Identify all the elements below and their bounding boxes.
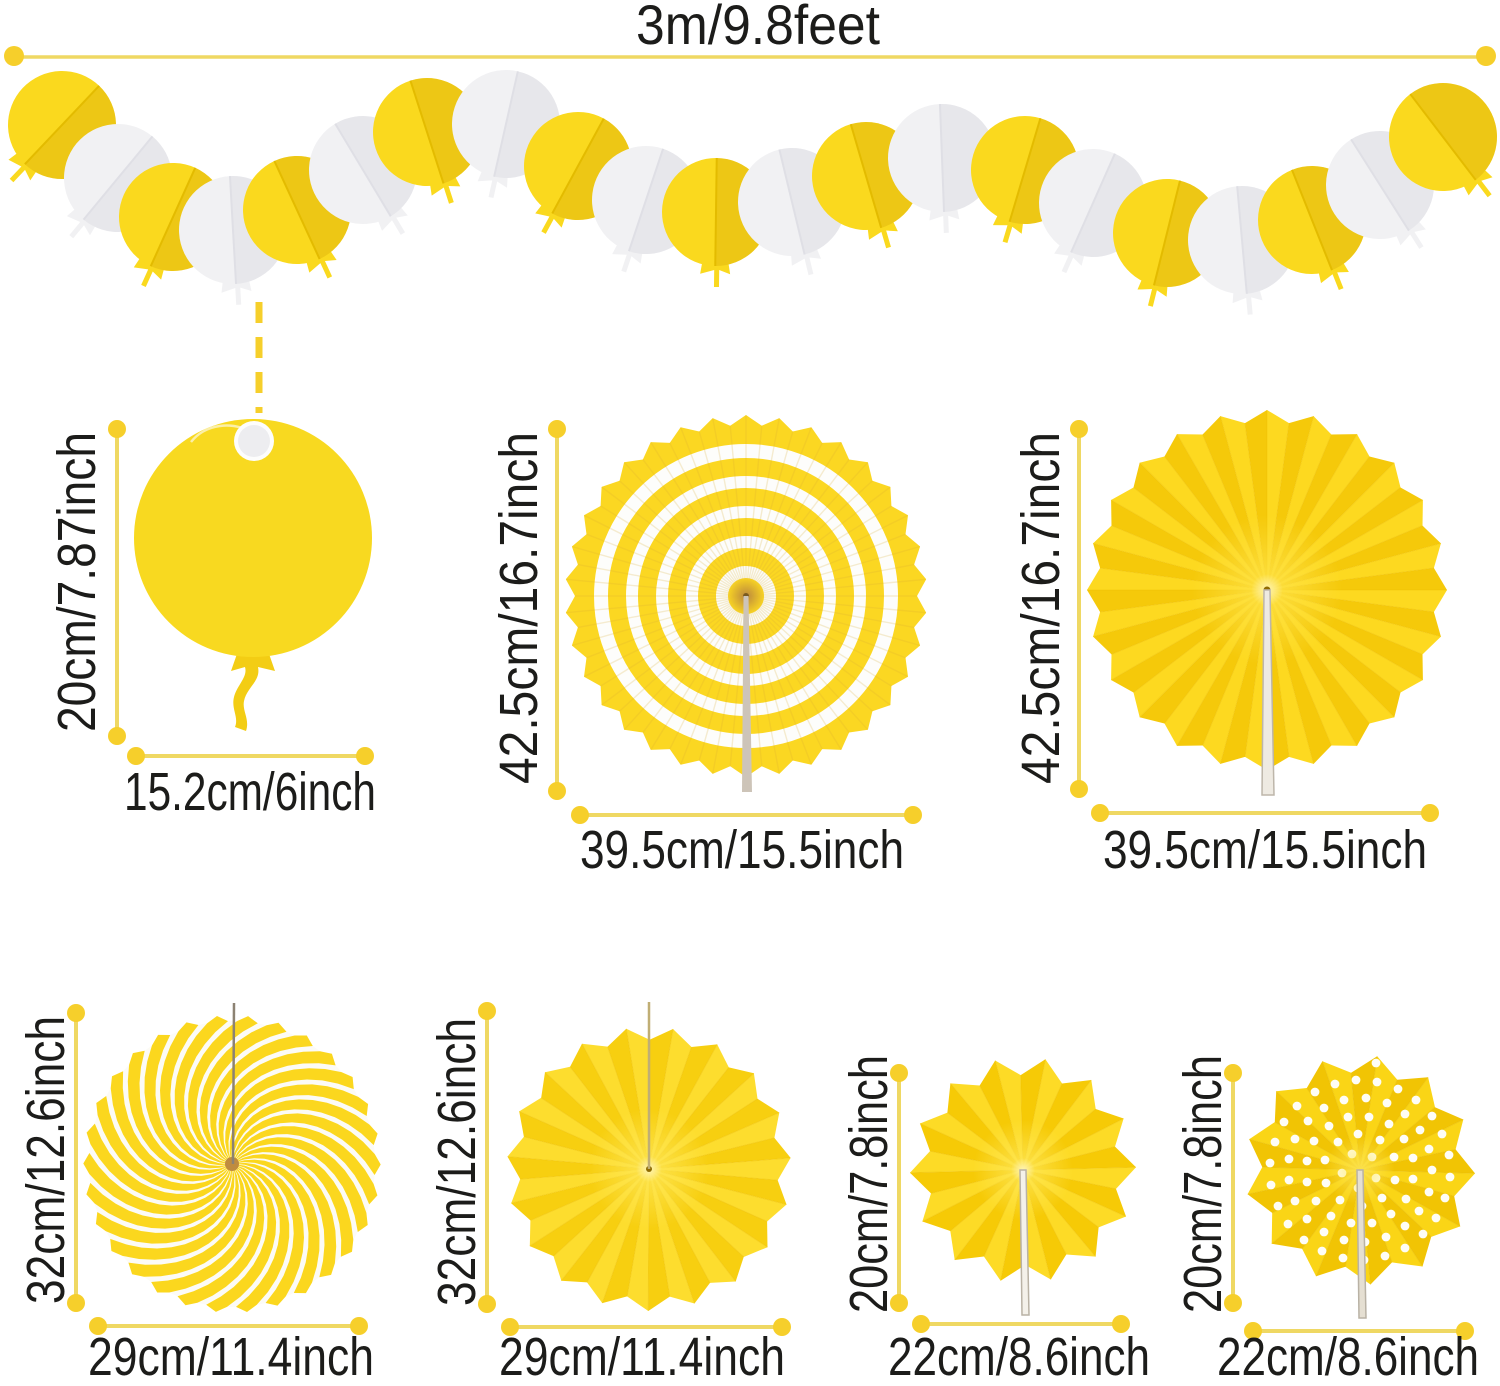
svg-text:15.2cm/6inch: 15.2cm/6inch	[124, 762, 376, 822]
svg-text:20cm/7.87inch: 20cm/7.87inch	[47, 432, 107, 732]
svg-text:39.5cm/15.5inch: 39.5cm/15.5inch	[1103, 820, 1427, 880]
svg-text:32cm/12.6inch: 32cm/12.6inch	[427, 1018, 487, 1306]
svg-text:29cm/11.4inch: 29cm/11.4inch	[88, 1327, 374, 1386]
svg-text:3m/9.8feet: 3m/9.8feet	[636, 0, 880, 56]
svg-text:22cm/8.6inch: 22cm/8.6inch	[888, 1327, 1150, 1386]
svg-text:20cm/7.8inch: 20cm/7.8inch	[839, 1055, 899, 1313]
svg-text:29cm/11.4inch: 29cm/11.4inch	[499, 1327, 785, 1386]
svg-text:39.5cm/15.5inch: 39.5cm/15.5inch	[580, 820, 904, 880]
svg-text:22cm/8.6inch: 22cm/8.6inch	[1217, 1327, 1479, 1386]
svg-text:20cm/7.8inch: 20cm/7.8inch	[1173, 1055, 1233, 1313]
svg-text:42.5cm/16.7inch: 42.5cm/16.7inch	[489, 432, 549, 784]
svg-text:42.5cm/16.7inch: 42.5cm/16.7inch	[1011, 432, 1071, 784]
svg-text:32cm/12.6inch: 32cm/12.6inch	[16, 1016, 76, 1304]
